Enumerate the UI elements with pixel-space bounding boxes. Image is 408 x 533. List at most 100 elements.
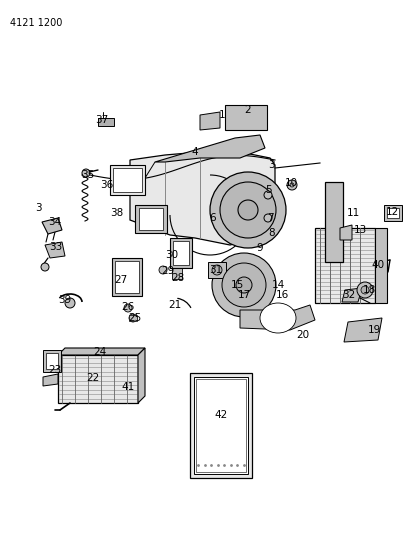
Text: 1: 1 — [219, 110, 225, 120]
Bar — [190, 373, 252, 478]
Text: 31: 31 — [209, 265, 223, 275]
Circle shape — [264, 191, 272, 199]
Text: 13: 13 — [353, 225, 367, 235]
Text: 11: 11 — [346, 208, 359, 218]
Text: 5: 5 — [265, 185, 271, 195]
Bar — [173, 241, 189, 265]
Bar — [46, 353, 58, 369]
Circle shape — [264, 214, 272, 222]
Bar — [112, 258, 142, 296]
Text: 29: 29 — [162, 266, 175, 276]
Text: 25: 25 — [129, 313, 142, 323]
Bar — [115, 261, 139, 293]
Bar — [43, 350, 61, 372]
Bar — [98, 118, 114, 126]
Text: 21: 21 — [169, 300, 182, 310]
Text: 24: 24 — [93, 347, 106, 357]
Text: 41: 41 — [121, 382, 135, 392]
Circle shape — [129, 314, 137, 322]
Text: 39: 39 — [58, 295, 72, 305]
Text: 4121 1200: 4121 1200 — [10, 18, 62, 28]
Text: 17: 17 — [237, 290, 251, 300]
Bar — [110, 165, 145, 195]
Text: 30: 30 — [165, 250, 179, 260]
Text: 16: 16 — [275, 290, 288, 300]
Text: 28: 28 — [171, 273, 185, 283]
Text: 27: 27 — [114, 275, 128, 285]
Circle shape — [236, 277, 252, 293]
Text: 33: 33 — [49, 242, 62, 252]
Polygon shape — [58, 348, 145, 355]
Text: 3: 3 — [35, 203, 41, 213]
Text: 8: 8 — [269, 228, 275, 238]
Text: 23: 23 — [49, 365, 62, 375]
Circle shape — [357, 282, 373, 298]
Bar — [225, 105, 267, 130]
Circle shape — [210, 172, 286, 248]
Bar — [58, 355, 138, 403]
Bar — [113, 168, 142, 192]
Text: 7: 7 — [267, 213, 273, 223]
Circle shape — [238, 200, 258, 220]
Text: 6: 6 — [210, 213, 216, 223]
Text: 32: 32 — [342, 290, 356, 300]
Circle shape — [220, 182, 276, 238]
Circle shape — [82, 169, 90, 177]
Text: 34: 34 — [49, 217, 62, 227]
Text: 15: 15 — [231, 280, 244, 290]
Polygon shape — [138, 348, 145, 403]
Polygon shape — [200, 112, 220, 130]
Bar — [208, 262, 226, 278]
Text: 3: 3 — [268, 160, 274, 170]
Text: 20: 20 — [297, 330, 310, 340]
Circle shape — [41, 263, 49, 271]
Ellipse shape — [260, 303, 296, 333]
Bar — [135, 205, 167, 233]
Bar — [194, 377, 248, 474]
Text: 38: 38 — [111, 208, 124, 218]
Bar — [375, 228, 387, 303]
Polygon shape — [342, 288, 362, 302]
Polygon shape — [130, 152, 275, 245]
Text: 14: 14 — [271, 280, 285, 290]
Polygon shape — [42, 218, 62, 234]
Bar — [387, 208, 399, 218]
Polygon shape — [344, 318, 382, 342]
Text: 4: 4 — [192, 147, 198, 157]
Polygon shape — [45, 242, 65, 258]
Text: 18: 18 — [362, 285, 376, 295]
Text: 40: 40 — [371, 260, 385, 270]
Circle shape — [290, 183, 294, 187]
Circle shape — [124, 304, 132, 312]
Circle shape — [65, 298, 75, 308]
Polygon shape — [240, 305, 315, 330]
Text: 42: 42 — [214, 410, 228, 420]
Circle shape — [361, 286, 369, 294]
Text: 9: 9 — [257, 243, 263, 253]
Bar — [325, 182, 343, 262]
Circle shape — [222, 263, 266, 307]
Text: 22: 22 — [86, 373, 100, 383]
Polygon shape — [43, 374, 58, 386]
Bar — [139, 208, 163, 230]
Bar — [172, 265, 182, 279]
Text: 26: 26 — [121, 302, 135, 312]
Bar — [196, 379, 246, 472]
Text: 35: 35 — [81, 170, 95, 180]
Circle shape — [159, 266, 167, 274]
Polygon shape — [155, 135, 265, 162]
Circle shape — [287, 180, 297, 190]
Circle shape — [212, 265, 222, 275]
Text: 36: 36 — [100, 180, 113, 190]
Circle shape — [212, 253, 276, 317]
Text: 19: 19 — [367, 325, 381, 335]
Text: 37: 37 — [95, 115, 109, 125]
Text: 10: 10 — [284, 178, 297, 188]
Bar — [315, 228, 375, 303]
Polygon shape — [340, 225, 352, 240]
Bar — [384, 205, 402, 221]
Bar — [170, 238, 192, 268]
Text: 12: 12 — [386, 207, 399, 217]
Text: 2: 2 — [245, 105, 251, 115]
Bar — [129, 315, 137, 321]
